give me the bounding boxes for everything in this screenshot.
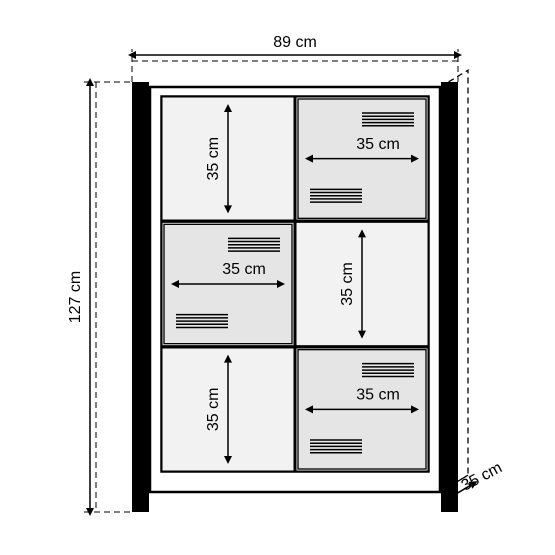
dim-top-width-label: 89 cm: [273, 34, 317, 51]
dim-left-height-label: 127 cm: [67, 271, 84, 323]
dim-cell-r1c0-label: 35 cm: [222, 261, 266, 278]
dim-cell-r0c0-label: 35 cm: [205, 137, 222, 181]
dim-cell-r2c1-label: 35 cm: [356, 387, 400, 404]
dim-cell-r1c1-label: 35 cm: [339, 262, 356, 306]
leg-right: [441, 82, 458, 512]
leg-left: [132, 82, 149, 512]
dim-cell-r0c1-label: 35 cm: [356, 136, 400, 153]
dim-depth-label: 35 cm: [459, 459, 505, 494]
dim-cell-r2c0-label: 35 cm: [205, 388, 222, 432]
